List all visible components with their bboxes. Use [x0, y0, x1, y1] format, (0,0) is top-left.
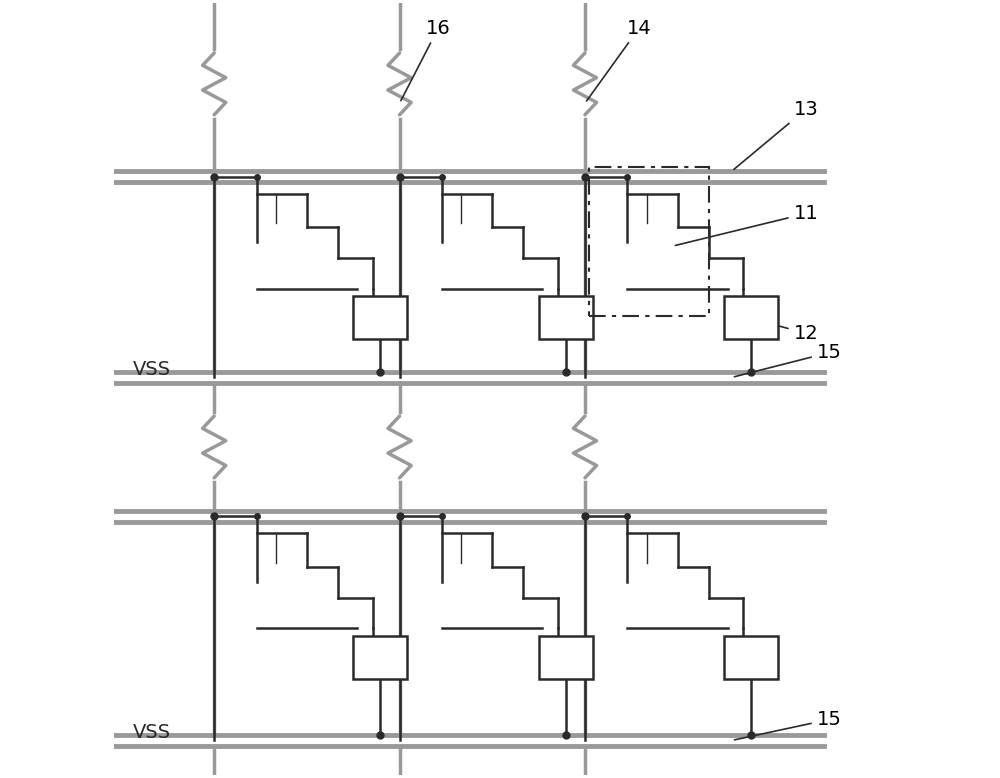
Bar: [539, 296, 593, 338]
Bar: [353, 636, 407, 678]
Text: 16: 16: [401, 19, 451, 100]
Bar: [724, 636, 778, 678]
Text: 11: 11: [675, 204, 818, 245]
Text: 13: 13: [734, 100, 818, 170]
Bar: [353, 296, 407, 338]
Text: 15: 15: [734, 343, 842, 377]
Text: VSS: VSS: [133, 724, 171, 742]
Bar: [724, 296, 778, 338]
Text: 15: 15: [734, 710, 842, 740]
Bar: [539, 636, 593, 678]
Text: 14: 14: [587, 19, 651, 101]
Text: VSS: VSS: [133, 360, 171, 379]
Text: 12: 12: [758, 321, 818, 343]
Bar: [589, 167, 709, 316]
